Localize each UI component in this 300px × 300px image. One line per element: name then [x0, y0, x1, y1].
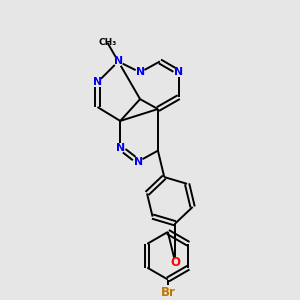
Text: CH₃: CH₃	[98, 38, 116, 47]
Text: N: N	[134, 157, 143, 166]
Text: N: N	[174, 68, 183, 77]
Text: Br: Br	[160, 286, 175, 299]
Text: N: N	[114, 56, 123, 67]
Text: N: N	[116, 143, 125, 153]
Text: O: O	[170, 256, 180, 269]
Text: N: N	[93, 77, 102, 87]
Text: N: N	[136, 68, 145, 77]
